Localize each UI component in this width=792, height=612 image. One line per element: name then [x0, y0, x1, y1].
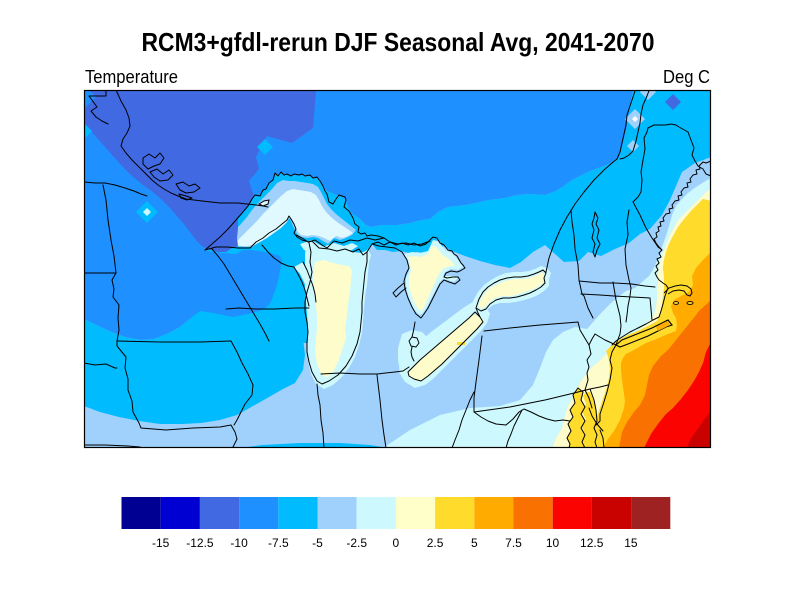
svg-text:-12.5: -12.5 — [186, 536, 214, 550]
svg-text:-15: -15 — [152, 536, 170, 550]
svg-text:5: 5 — [471, 536, 478, 550]
svg-text:-10: -10 — [230, 536, 248, 550]
svg-text:-2.5: -2.5 — [346, 536, 367, 550]
svg-text:12.5: 12.5 — [580, 536, 604, 550]
svg-text:Temperature: Temperature — [85, 67, 178, 87]
svg-text:2.5: 2.5 — [427, 536, 444, 550]
svg-text:7.5: 7.5 — [505, 536, 522, 550]
svg-text:RCM3+gfdl-rerun DJF Seasonal A: RCM3+gfdl-rerun DJF Seasonal Avg, 2041-2… — [142, 27, 655, 57]
svg-text:Deg C: Deg C — [663, 67, 710, 87]
svg-text:-5: -5 — [312, 536, 323, 550]
svg-text:15: 15 — [624, 536, 638, 550]
svg-text:10: 10 — [546, 536, 560, 550]
svg-text:-7.5: -7.5 — [268, 536, 289, 550]
svg-text:0: 0 — [393, 536, 400, 550]
